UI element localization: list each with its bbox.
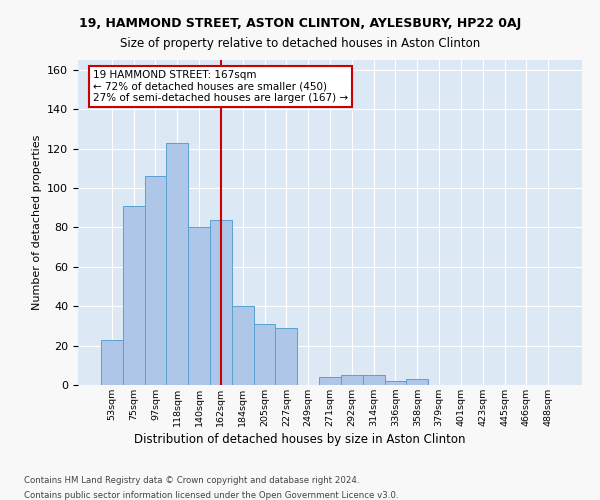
Bar [363, 375, 385, 385]
Bar [341, 375, 363, 385]
Bar [319, 377, 341, 385]
Text: Contains HM Land Registry data © Crown copyright and database right 2024.: Contains HM Land Registry data © Crown c… [24, 476, 359, 485]
Bar [406, 379, 428, 385]
Bar [210, 220, 232, 385]
Bar [123, 206, 145, 385]
Bar [385, 381, 406, 385]
Y-axis label: Number of detached properties: Number of detached properties [32, 135, 41, 310]
Bar [145, 176, 166, 385]
Bar [101, 340, 123, 385]
Bar [275, 328, 297, 385]
Bar [166, 142, 188, 385]
Bar [254, 324, 275, 385]
Text: 19 HAMMOND STREET: 167sqm
← 72% of detached houses are smaller (450)
27% of semi: 19 HAMMOND STREET: 167sqm ← 72% of detac… [93, 70, 348, 103]
Text: Contains public sector information licensed under the Open Government Licence v3: Contains public sector information licen… [24, 491, 398, 500]
Bar [232, 306, 254, 385]
Bar [188, 228, 210, 385]
Text: Size of property relative to detached houses in Aston Clinton: Size of property relative to detached ho… [120, 38, 480, 51]
Text: 19, HAMMOND STREET, ASTON CLINTON, AYLESBURY, HP22 0AJ: 19, HAMMOND STREET, ASTON CLINTON, AYLES… [79, 18, 521, 30]
Text: Distribution of detached houses by size in Aston Clinton: Distribution of detached houses by size … [134, 432, 466, 446]
